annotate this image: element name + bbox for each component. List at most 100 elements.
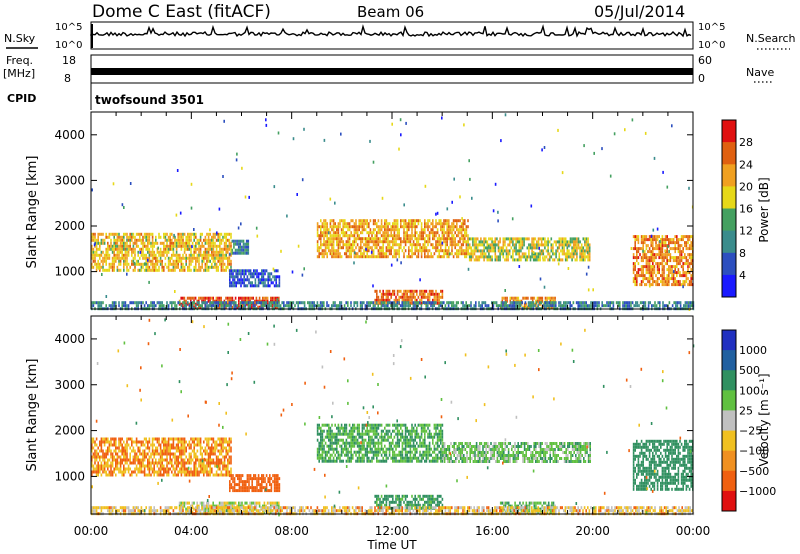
heatmap-cell: [185, 235, 187, 239]
heatmap-cell: [286, 214, 288, 218]
heatmap-cell: [403, 222, 405, 226]
heatmap-cell: [233, 245, 235, 249]
heatmap-cell: [193, 440, 195, 444]
cpid-value: twofsound 3501: [95, 93, 204, 107]
heatmap-cell: [555, 243, 557, 247]
heatmap-cell: [663, 259, 665, 263]
heatmap-cell: [377, 255, 380, 259]
heatmap-cell: [481, 252, 484, 256]
heatmap-cell: [94, 256, 96, 260]
heatmap-cell: [107, 458, 109, 462]
heatmap-cell: [456, 219, 458, 223]
heatmap-cell: [127, 238, 130, 242]
heatmap-cell: [135, 301, 138, 305]
heatmap-cell: [243, 269, 245, 273]
heatmap-cell: [204, 265, 207, 269]
heatmap-cell: [139, 232, 141, 236]
heatmap-cell: [647, 250, 649, 254]
heatmap-cell: [129, 265, 131, 269]
heatmap-cell: [135, 455, 138, 459]
heatmap-cell: [230, 269, 233, 273]
heatmap-cell: [491, 240, 493, 244]
heatmap-cell: [636, 271, 638, 275]
heatmap-cell: [113, 449, 115, 453]
heatmap-cell: [520, 258, 522, 262]
heatmap-cell: [344, 234, 346, 238]
heatmap-cell: [532, 301, 535, 305]
heatmap-cell: [655, 247, 657, 251]
heatmap-cell: [606, 304, 608, 308]
heatmap-cell: [446, 237, 448, 241]
heatmap-cell: [553, 252, 556, 256]
heatmap-cell: [534, 246, 537, 250]
heatmap-cell: [398, 298, 400, 302]
heatmap-cell: [216, 231, 218, 235]
heatmap-cell: [468, 258, 471, 262]
heatmap-cell: [347, 304, 349, 308]
heatmap-cell: [580, 301, 583, 305]
heatmap-cell: [100, 437, 103, 441]
heatmap-cell: [153, 473, 155, 477]
heatmap-cell: [263, 304, 266, 308]
heatmap-cell: [432, 255, 434, 259]
heatmap-cell: [191, 259, 194, 263]
heatmap-cell: [377, 237, 380, 241]
heatmap-cell: [658, 265, 660, 269]
heatmap-cell: [416, 255, 418, 259]
heatmap-cell: [150, 244, 152, 248]
heatmap-cell: [569, 301, 571, 305]
heatmap-cell: [396, 292, 399, 296]
heatmap-cell: [353, 249, 356, 253]
heatmap-cell: [188, 256, 191, 260]
heatmap-cell: [395, 222, 397, 226]
heatmap-cell: [246, 296, 248, 300]
heatmap-cell: [345, 252, 348, 256]
heatmap-cell: [201, 304, 203, 308]
heatmap-cell: [388, 249, 391, 253]
heatmap-cell: [267, 272, 269, 276]
heatmap-cell: [404, 231, 407, 235]
heatmap-cell: [344, 243, 346, 247]
heatmap-cell: [318, 304, 320, 308]
heatmap-cell: [193, 265, 195, 269]
heatmap-cell: [91, 304, 93, 308]
heatmap-cell: [113, 238, 115, 242]
heatmap-cell: [256, 275, 258, 279]
heatmap-cell: [380, 228, 383, 232]
heatmap-cell: [544, 240, 546, 244]
heatmap-cell: [661, 235, 664, 239]
heatmap-cell: [454, 252, 456, 256]
heatmap-cell: [428, 292, 431, 296]
heatmap-cell: [379, 252, 381, 256]
heatmap-cell: [103, 259, 106, 263]
heatmap-cell: [409, 292, 412, 296]
heatmap-cell: [91, 473, 93, 477]
heatmap-cell: [358, 225, 360, 229]
heatmap-cell: [183, 473, 186, 477]
heatmap-cell: [587, 258, 589, 262]
heatmap-cell: [441, 255, 444, 259]
heatmap-cell: [372, 304, 375, 308]
heatmap-cell: [464, 231, 466, 235]
heatmap-cell: [214, 256, 216, 260]
heatmap-cell: [528, 237, 530, 241]
heatmap-cell: [363, 219, 365, 223]
heatmap-cell: [379, 301, 381, 305]
heatmap-cell: [416, 292, 418, 296]
heatmap-cell: [420, 304, 423, 308]
heatmap-cell: [650, 244, 652, 248]
heatmap-cell: [502, 237, 505, 241]
heatmap-cell: [508, 243, 511, 247]
heatmap-cell: [175, 259, 178, 263]
heatmap-cell: [211, 235, 213, 239]
heatmap-cell: [454, 240, 456, 244]
heatmap-cell: [209, 247, 211, 251]
heatmap-cell: [137, 470, 139, 474]
heatmap-cell: [425, 249, 428, 253]
heatmap-cell: [655, 253, 657, 257]
heatmap-cell: [374, 228, 376, 232]
heatmap-cell: [147, 241, 149, 245]
heatmap-cell: [156, 464, 159, 468]
heatmap-cell: [352, 246, 354, 250]
heatmap-cell: [92, 250, 95, 254]
